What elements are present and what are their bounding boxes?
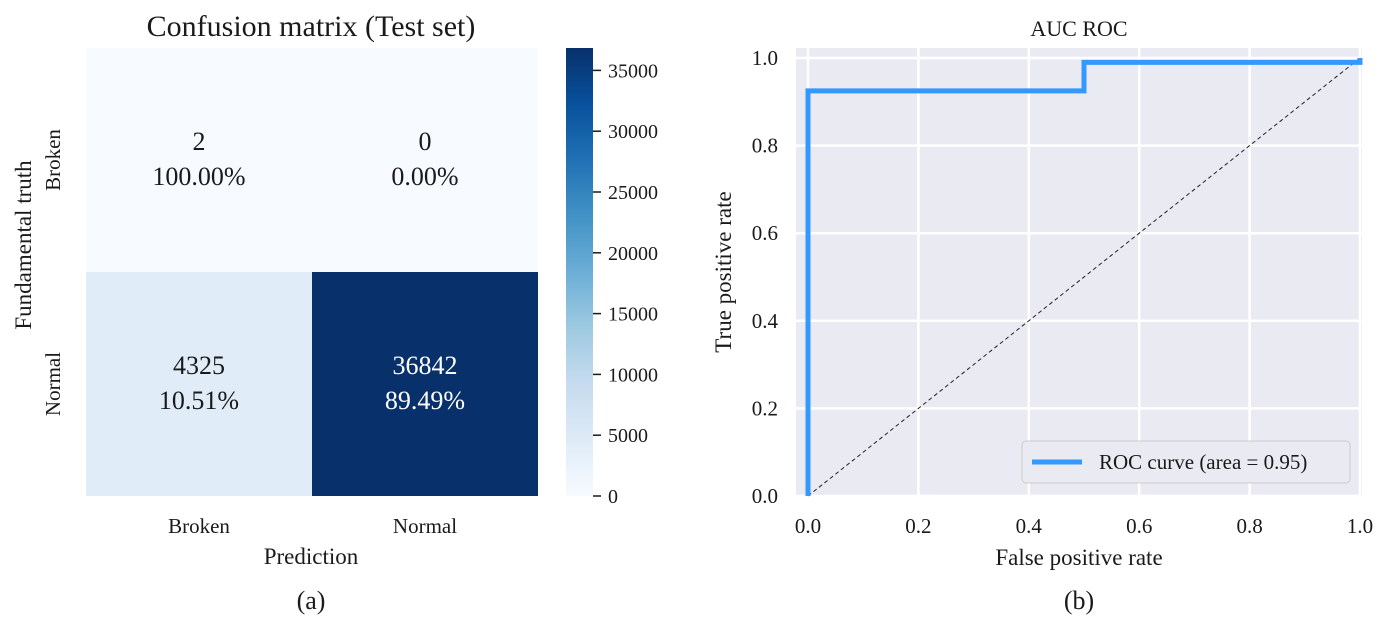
roc-grid xyxy=(796,48,1362,498)
cm-cell xyxy=(86,48,312,272)
cm-cell-percent: 10.51% xyxy=(159,386,239,415)
roc-y-tick-label: 0.0 xyxy=(752,484,778,508)
cm-cell-count: 4325 xyxy=(173,351,225,380)
roc-y-tick-label: 0.4 xyxy=(752,309,779,333)
colorbar-tick-label: 15000 xyxy=(608,304,658,326)
cm-y-tick-labels: Broken Normal xyxy=(41,129,65,416)
cm-x-tick-label: Normal xyxy=(393,514,457,538)
roc-x-tick-label: 0.6 xyxy=(1126,514,1152,538)
roc-x-tick-label: 0.8 xyxy=(1236,514,1262,538)
colorbar-tick-label: 0 xyxy=(608,486,618,508)
roc-panel: AUC ROC 0.0 0.2 0.4 0.6 0.8 1.0 0.00.20.40.60… xyxy=(711,16,1373,615)
roc-y-tick-label: 0.2 xyxy=(752,396,778,420)
roc-y-axis-label: True positive rate xyxy=(711,191,736,352)
roc-y-tick-label: 0.8 xyxy=(752,134,778,158)
colorbar xyxy=(566,48,593,496)
roc-title: AUC ROC xyxy=(1030,16,1127,41)
caption-a: (a) xyxy=(297,586,326,615)
cm-x-tick-label: Broken xyxy=(168,514,230,538)
cm-cell-count: 0 xyxy=(419,127,432,156)
cm-y-tick-label: Normal xyxy=(41,352,65,416)
cm-cell-percent: 100.00% xyxy=(152,162,245,191)
colorbar-ticks: 0 5000 10000 15000 20000 25000 30000 35000 xyxy=(593,60,658,508)
roc-legend: ROC curve (area = 0.95) xyxy=(1021,440,1351,484)
roc-x-tick-label: 0.4 xyxy=(1016,514,1043,538)
cm-x-tick-labels: Broken Normal xyxy=(168,514,457,538)
roc-x-tick-label: 0.2 xyxy=(905,514,931,538)
cm-cell xyxy=(312,48,538,272)
cm-y-tick-label: Broken xyxy=(41,129,65,191)
cm-cell xyxy=(312,272,538,496)
roc-x-tick-label: 1.0 xyxy=(1347,514,1373,538)
legend-label: ROC curve (area = 0.95) xyxy=(1099,450,1307,474)
cm-cell-percent: 0.00% xyxy=(391,162,458,191)
cm-cell-count: 2 xyxy=(193,127,206,156)
roc-diagonal-reference xyxy=(807,57,1361,497)
roc-y-tick-labels: 0.0 0.2 0.4 0.6 0.8 1.0 xyxy=(752,46,779,508)
cm-y-axis-label: Fundamental truth xyxy=(11,160,36,330)
colorbar-tick-label: 30000 xyxy=(608,121,658,143)
cm-cell-count: 36842 xyxy=(393,351,458,380)
colorbar-tick-label: 25000 xyxy=(608,182,658,204)
roc-plot-area xyxy=(796,48,1362,496)
confusion-matrix-panel: Confusion matrix (Test set) 2 100.00% 0 0.0… xyxy=(11,10,658,615)
roc-x-axis-label: False positive rate xyxy=(995,545,1162,570)
roc-curve xyxy=(805,58,1363,496)
colorbar-tick-label: 35000 xyxy=(608,60,658,82)
roc-x-tick-label: 0.0 xyxy=(795,514,821,538)
cm-cell xyxy=(86,272,312,496)
cm-x-axis-label: Prediction xyxy=(264,544,359,569)
cm-title: Confusion matrix (Test set) xyxy=(147,10,476,43)
cm-cell-percent: 89.49% xyxy=(385,386,465,415)
roc-y-tick-label: 0.6 xyxy=(752,221,778,245)
roc-lines xyxy=(805,57,1363,497)
caption-b: (b) xyxy=(1064,586,1094,615)
colorbar-tick-label: 5000 xyxy=(608,425,648,447)
roc-y-tick-label: 1.0 xyxy=(752,46,778,70)
roc-x-tick-labels: 0.0 0.2 0.4 0.6 0.8 1.0 xyxy=(795,514,1373,538)
colorbar-tick-label: 10000 xyxy=(608,364,658,386)
legend-box xyxy=(1021,440,1351,484)
colorbar-tick-label: 20000 xyxy=(608,243,658,265)
cm-cells: 2 100.00% 0 0.00% 4325 10.51% 36842 89.49% xyxy=(86,48,538,496)
